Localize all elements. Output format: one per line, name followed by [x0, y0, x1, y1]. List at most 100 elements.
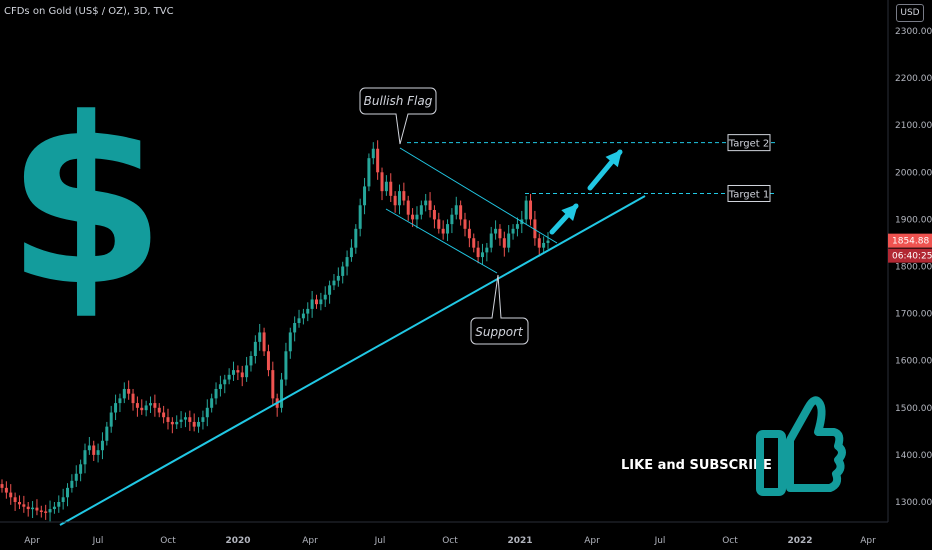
- arrow-head: [605, 149, 622, 168]
- candle-body: [288, 332, 292, 352]
- x-tick-label: Jul: [654, 536, 666, 546]
- candle-body: [87, 445, 91, 451]
- candle-body: [140, 407, 144, 411]
- candle-body: [57, 502, 61, 507]
- candle-body: [454, 205, 458, 215]
- y-tick-label: 2000.00: [895, 168, 932, 178]
- candle-body: [245, 365, 249, 378]
- candle-body: [232, 370, 236, 375]
- chart-title: CFDs on Gold (US$ / OZ), 3D, TVC: [4, 6, 174, 17]
- candle-body: [498, 228, 502, 239]
- candle-body: [262, 332, 266, 352]
- arrow-to-target2: [587, 149, 623, 191]
- y-tick-label: 2300.00: [895, 27, 932, 37]
- target2-box: [727, 134, 771, 152]
- candle-body: [393, 195, 397, 206]
- candle-body: [249, 355, 253, 366]
- candle-body: [35, 507, 39, 511]
- candle-body: [467, 228, 471, 239]
- candle-body: [240, 372, 244, 378]
- candle-body: [446, 224, 450, 234]
- candle-body: [284, 351, 288, 380]
- candle-body: [332, 280, 336, 286]
- candle-body: [463, 219, 467, 229]
- candle-body: [380, 172, 384, 192]
- drawings-layer: Target 2 Target 1: [59, 134, 775, 526]
- thumb-hand: [786, 396, 846, 492]
- candle-body: [153, 403, 157, 408]
- candle-body: [354, 228, 358, 248]
- countdown-value: 06:40:25: [892, 252, 932, 262]
- candle-body: [328, 285, 332, 295]
- like-subscribe-text: LIKE and SUBSCRIBE: [621, 458, 772, 473]
- thumbs-up-icon: [756, 396, 846, 496]
- candle-body: [293, 323, 297, 333]
- candle-body: [170, 421, 174, 425]
- candle-body: [480, 252, 484, 258]
- candle-body: [22, 504, 26, 507]
- candle-body: [450, 214, 454, 225]
- candle-body: [74, 473, 78, 481]
- candle-body: [149, 403, 153, 406]
- y-tick-label: 2100.00: [895, 121, 932, 131]
- candle-body: [105, 426, 109, 441]
- candle-body: [424, 200, 428, 206]
- arrow-to-target1: [549, 203, 579, 235]
- candle-body: [192, 421, 196, 427]
- candle-body: [341, 266, 345, 276]
- candle-body: [253, 341, 257, 356]
- candle-body: [310, 299, 314, 309]
- candle-body: [489, 233, 493, 248]
- decorations-layer: Bullish Flag Support $ LIKE and SUBSCRIBE: [6, 70, 846, 496]
- x-tick-label: Jul: [92, 536, 104, 546]
- x-tick-label: Jul: [374, 536, 386, 546]
- candle-body: [524, 200, 528, 220]
- candle-body: [358, 205, 362, 229]
- candle-body: [114, 403, 118, 413]
- candle-body: [0, 484, 4, 488]
- candle-body: [515, 224, 519, 229]
- candle-body: [66, 487, 70, 498]
- candle-body: [271, 370, 275, 399]
- candle-body: [127, 388, 131, 394]
- candle-body: [214, 388, 218, 399]
- candle-body: [100, 440, 104, 451]
- candle-body: [48, 509, 52, 513]
- candle-body: [476, 247, 480, 258]
- candle-body: [428, 200, 432, 210]
- x-tick-label: Oct: [442, 536, 458, 546]
- x-tick-label: 2021: [507, 536, 532, 546]
- candle-body: [39, 510, 43, 512]
- dollar-icon: $: [6, 70, 166, 337]
- last-price-value: 1854.88: [892, 237, 929, 247]
- candle-body: [61, 497, 65, 502]
- candles-layer: [0, 140, 550, 522]
- candle-body: [345, 257, 349, 267]
- candle-body: [297, 318, 301, 324]
- candle-body: [406, 200, 410, 215]
- candle-body: [402, 191, 406, 201]
- candle-body: [17, 502, 21, 505]
- candle-body: [546, 240, 550, 243]
- candle-body: [79, 464, 83, 474]
- candle-body: [96, 450, 100, 455]
- candle-body: [306, 308, 310, 314]
- candle-body: [135, 403, 139, 408]
- candle-body: [494, 228, 498, 234]
- candle-body: [441, 228, 445, 234]
- candle-body: [459, 205, 463, 220]
- candle-body: [384, 181, 388, 192]
- candle-body: [472, 238, 476, 248]
- x-tick-label: Oct: [160, 536, 176, 546]
- currency-button[interactable]: USD: [896, 4, 924, 22]
- candle-body: [83, 450, 87, 465]
- candle-body: [157, 407, 161, 413]
- last-price-tag: [888, 233, 932, 248]
- y-tick-label: 1500.00: [895, 404, 932, 414]
- candle-body: [323, 294, 327, 300]
- candle-body: [376, 148, 380, 173]
- candle-body: [314, 299, 318, 305]
- candle-body: [26, 506, 30, 510]
